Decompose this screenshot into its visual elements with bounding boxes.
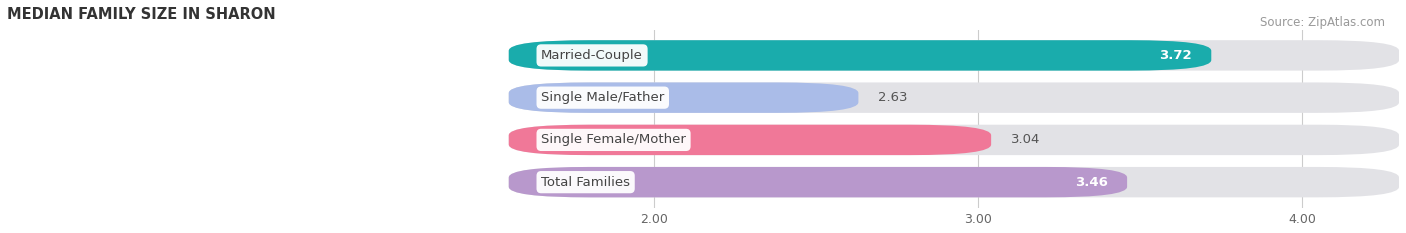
- Text: Source: ZipAtlas.com: Source: ZipAtlas.com: [1260, 16, 1385, 29]
- Text: 3.46: 3.46: [1074, 176, 1108, 189]
- Text: Total Families: Total Families: [541, 176, 630, 189]
- FancyBboxPatch shape: [509, 167, 1128, 197]
- FancyBboxPatch shape: [509, 40, 1212, 71]
- FancyBboxPatch shape: [509, 125, 991, 155]
- FancyBboxPatch shape: [509, 40, 1399, 71]
- Text: 3.72: 3.72: [1159, 49, 1192, 62]
- FancyBboxPatch shape: [509, 125, 1399, 155]
- FancyBboxPatch shape: [509, 82, 1399, 113]
- Text: MEDIAN FAMILY SIZE IN SHARON: MEDIAN FAMILY SIZE IN SHARON: [7, 7, 276, 22]
- Text: Married-Couple: Married-Couple: [541, 49, 643, 62]
- Text: Single Male/Father: Single Male/Father: [541, 91, 665, 104]
- FancyBboxPatch shape: [509, 82, 859, 113]
- Text: Single Female/Mother: Single Female/Mother: [541, 134, 686, 146]
- Text: 3.04: 3.04: [1011, 134, 1040, 146]
- FancyBboxPatch shape: [509, 167, 1399, 197]
- Text: 2.63: 2.63: [877, 91, 907, 104]
